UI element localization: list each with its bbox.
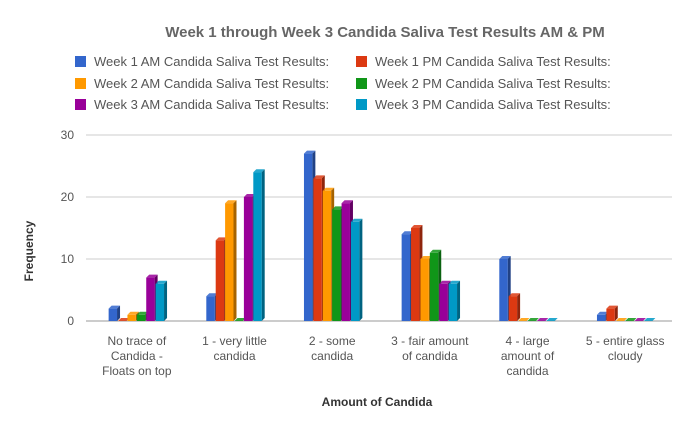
- bar: [108, 305, 121, 321]
- bar: [615, 318, 628, 321]
- x-axis-labels: No trace of Candida -Floats on top 1 - ver…: [102, 334, 664, 378]
- legend-label: Week 1 PM Candida Saliva Test Results:: [375, 54, 611, 69]
- bar: [606, 305, 618, 321]
- legend-swatch: [75, 78, 86, 89]
- x-tick-label: 1 - very little candida: [202, 334, 267, 363]
- legend-swatch: [356, 56, 367, 67]
- x-tick-label: No trace of Candida -Floats on top: [102, 334, 172, 378]
- bar: [225, 200, 237, 321]
- bar: [508, 293, 521, 321]
- legend-label: Week 1 AM Candida Saliva Test Results:: [94, 54, 329, 69]
- x-tick-label: 2 - some candida: [309, 334, 356, 363]
- gridlines: 0 10 20 30: [61, 128, 672, 328]
- legend-swatch: [356, 78, 367, 89]
- bar: [448, 280, 461, 321]
- bar: [234, 318, 246, 321]
- bar: [536, 318, 549, 321]
- x-tick-label: 4 - large amount of candida: [501, 334, 555, 378]
- bar: [118, 318, 130, 321]
- y-tick-label: 10: [61, 252, 75, 266]
- bar: [350, 218, 363, 321]
- chart-title: Week 1 through Week 3 Candida Saliva Tes…: [165, 24, 605, 41]
- y-tick-label: 20: [61, 190, 75, 204]
- legend-label: Week 2 AM Candida Saliva Test Results:: [94, 76, 329, 91]
- bar: [625, 318, 637, 321]
- x-tick-label: 3 - fair amount of candida: [391, 334, 469, 363]
- legend-swatch: [356, 99, 367, 110]
- x-axis-title: Amount of Candida: [322, 395, 433, 409]
- bar: [527, 318, 539, 321]
- bar: [643, 318, 656, 321]
- bar: [253, 169, 265, 321]
- bar: [155, 280, 168, 321]
- x-tick-label: 5 - entire glass cloudy: [586, 334, 665, 363]
- legend-label: Week 3 PM Candida Saliva Test Results:: [375, 97, 611, 112]
- legend-swatch: [75, 99, 86, 110]
- legend-label: Week 3 AM Candida Saliva Test Results:: [94, 97, 329, 112]
- y-axis-title: Frequency: [22, 220, 36, 281]
- legend-label: Week 2 PM Candida Saliva Test Results:: [375, 76, 611, 91]
- bar: [518, 318, 530, 321]
- legend: Week 1 AM Candida Saliva Test Results: We…: [75, 54, 611, 112]
- bar: [546, 318, 558, 321]
- y-tick-label: 30: [61, 128, 75, 142]
- bars: [108, 150, 656, 321]
- legend-swatch: [75, 56, 86, 67]
- y-tick-label: 0: [67, 314, 74, 328]
- bar: [634, 318, 646, 321]
